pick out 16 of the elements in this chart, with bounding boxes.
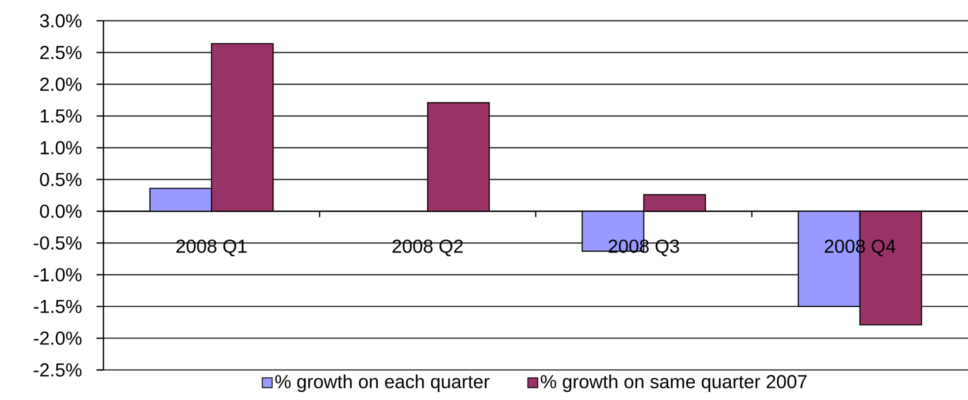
y-tick-label: 1.5% xyxy=(40,110,82,123)
legend-label: % growth on each quarter xyxy=(275,374,490,392)
y-tick-label: -0.5% xyxy=(34,236,82,250)
x-tick-label: 2008 Q2 xyxy=(392,240,463,256)
y-tick-label: -1.5% xyxy=(34,300,82,314)
y-tick-label: 2.5% xyxy=(40,46,82,60)
y-tick-label: -2.5% xyxy=(34,363,82,377)
legend-label: % growth on same quarter 2007 xyxy=(540,374,807,392)
y-tick-label: 2.0% xyxy=(40,78,82,92)
y-tick-label: -1.0% xyxy=(34,268,82,282)
y-tick-label: 0.0% xyxy=(40,204,82,218)
y-tick-label: 3.0% xyxy=(40,14,82,28)
y-tick-label: -2.0% xyxy=(34,332,82,346)
y-tick-label: 1.0% xyxy=(40,141,82,155)
x-tick-label: 2008 Q1 xyxy=(176,240,247,256)
y-tick-label: 0.5% xyxy=(40,173,82,186)
